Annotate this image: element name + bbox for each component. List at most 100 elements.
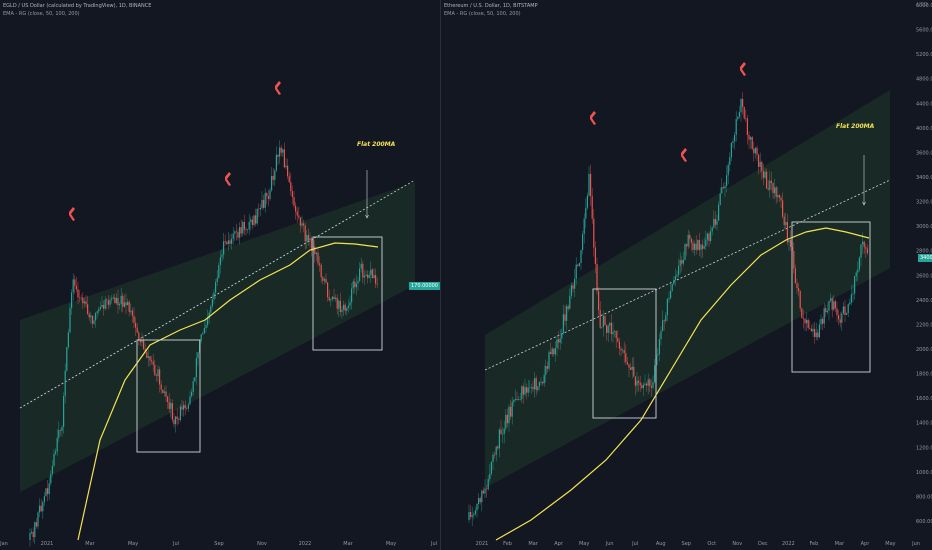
candle	[833, 301, 835, 310]
candle	[315, 252, 317, 255]
candle	[532, 386, 534, 390]
candle	[79, 297, 81, 299]
candle	[352, 281, 354, 289]
candle	[267, 196, 269, 199]
top-arrow-icon	[225, 172, 231, 186]
candle	[577, 264, 579, 266]
candle	[165, 391, 167, 397]
candle	[250, 219, 252, 222]
candle	[373, 274, 375, 279]
right-chart-canvas[interactable]: Flat 200MA 6000.00 5600.00 5200.00 4800.00 44…	[441, 0, 932, 550]
highlight-box	[791, 221, 871, 373]
left-chart-canvas[interactable]: Flat 200MA1320.00001160.00001020.0000900…	[0, 0, 440, 550]
x-tick-label: 2022	[782, 541, 795, 547]
candle	[330, 299, 332, 301]
top-arrow-icon	[275, 81, 281, 95]
candle	[179, 406, 181, 420]
y-tick-label: 5200.00	[916, 52, 932, 58]
candle	[306, 235, 308, 242]
candle	[750, 137, 752, 140]
candle	[626, 362, 628, 365]
x-tick-label: Feb	[503, 541, 512, 547]
candle	[602, 315, 604, 327]
candle	[852, 293, 854, 295]
candle	[171, 403, 173, 420]
candle	[562, 314, 564, 334]
right-chart-panel[interactable]: Flat 200MA 6000.00 5600.00 5200.00 4800.00 44…	[441, 0, 932, 550]
panel-divider[interactable]	[440, 0, 441, 550]
candle	[175, 416, 177, 425]
candle	[335, 297, 337, 299]
candle	[607, 325, 609, 333]
candle	[314, 246, 316, 255]
candle	[830, 298, 832, 301]
candle	[527, 387, 529, 393]
candle	[730, 142, 732, 158]
candle	[215, 282, 217, 293]
candle	[331, 296, 333, 300]
candle	[482, 490, 484, 494]
candle	[227, 240, 229, 244]
candle	[67, 332, 69, 348]
candle	[569, 295, 571, 309]
x-tick-label: 2022	[299, 541, 312, 547]
candle	[810, 328, 812, 332]
candle	[200, 334, 202, 341]
candle	[625, 353, 627, 363]
candle	[638, 380, 640, 383]
candle	[783, 216, 785, 225]
candle	[117, 297, 119, 306]
uptrend-channel	[20, 182, 415, 492]
candle	[290, 182, 292, 192]
candle	[521, 386, 523, 400]
candle	[131, 310, 133, 316]
candle	[716, 220, 718, 225]
candle	[652, 382, 654, 388]
candle	[51, 465, 53, 474]
candle	[534, 378, 536, 390]
y-tick-label: 2400.00	[916, 298, 932, 304]
candle	[772, 182, 774, 194]
candle	[162, 389, 164, 393]
candle	[111, 298, 113, 300]
candle	[167, 396, 169, 402]
candle	[184, 404, 186, 409]
candle	[283, 149, 285, 168]
candle	[112, 297, 114, 299]
candle	[692, 242, 694, 250]
candle	[738, 112, 740, 117]
candle	[159, 369, 161, 385]
candle	[237, 231, 239, 238]
candle	[857, 269, 859, 273]
candle	[133, 315, 135, 323]
candle	[109, 299, 111, 305]
candle	[724, 185, 726, 189]
candle	[338, 300, 340, 309]
y-tick-label: 4800.00	[916, 77, 932, 83]
x-tick-label: Sep	[682, 541, 691, 547]
candle	[481, 490, 483, 503]
candle	[722, 187, 724, 189]
candle	[599, 310, 601, 328]
x-tick-label: 2021	[476, 541, 489, 547]
y-tick-label: 1200.00	[916, 445, 932, 451]
candle	[178, 418, 180, 420]
candle	[634, 376, 636, 386]
candle	[53, 453, 55, 466]
candle	[325, 279, 327, 283]
candle	[646, 383, 648, 386]
candle	[588, 173, 590, 196]
candle	[256, 208, 258, 224]
flat-200ma-label: Flat 200MA	[357, 141, 396, 148]
left-chart-panel[interactable]: Flat 200MA1320.00001160.00001020.0000900…	[0, 0, 440, 550]
candle	[474, 510, 476, 515]
candle	[606, 325, 608, 333]
candle	[681, 260, 683, 264]
candle	[726, 175, 728, 186]
x-tick-label: Mar	[835, 541, 845, 547]
candle	[806, 319, 808, 324]
candle	[468, 512, 470, 520]
candle	[146, 352, 148, 358]
candle	[703, 246, 705, 249]
candle	[622, 349, 624, 351]
